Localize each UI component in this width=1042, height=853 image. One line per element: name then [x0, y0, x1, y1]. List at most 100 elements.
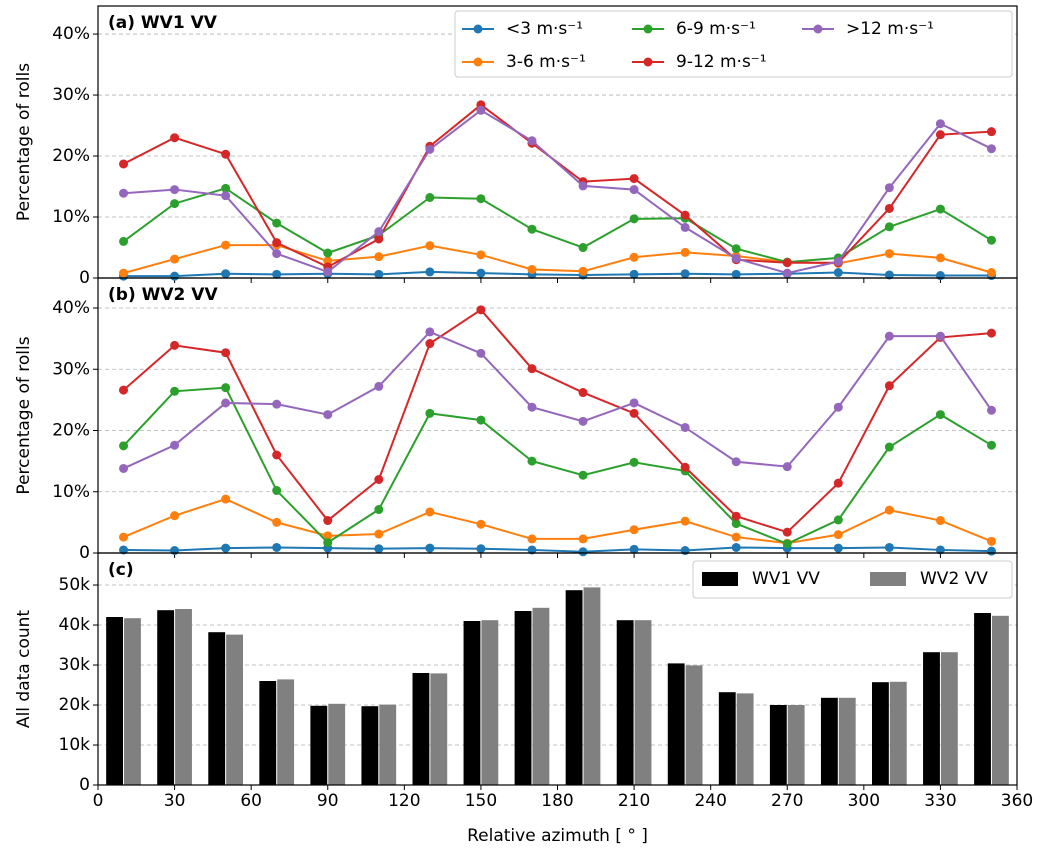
bar	[667, 663, 685, 785]
y-tick-label: 40%	[52, 24, 90, 44]
data-point	[782, 527, 792, 537]
data-point	[629, 174, 639, 184]
bar	[583, 587, 601, 785]
x-tick-label: 120	[388, 791, 420, 811]
data-point	[629, 185, 639, 195]
x-tick-label: 360	[1001, 791, 1033, 811]
data-point	[884, 183, 894, 193]
data-point	[170, 185, 180, 195]
data-point	[374, 529, 384, 539]
data-point	[221, 494, 231, 504]
legend-label: WV2 VV	[920, 569, 988, 589]
data-point	[119, 545, 129, 555]
data-point	[476, 305, 486, 315]
data-point	[374, 269, 384, 279]
data-point	[221, 240, 231, 250]
bar	[124, 618, 141, 785]
bar	[514, 611, 532, 785]
x-tick-label: 210	[618, 791, 650, 811]
data-point	[425, 339, 435, 349]
data-point	[221, 269, 231, 279]
bar	[685, 665, 703, 785]
data-point	[119, 236, 129, 246]
data-point	[986, 405, 996, 415]
legend-label: 6-9 m·s⁻¹	[676, 19, 756, 39]
bar	[361, 706, 379, 785]
panel-title: (b) WV2 VV	[108, 285, 218, 305]
data-point	[272, 218, 282, 228]
series-line	[123, 244, 992, 275]
data-point	[119, 268, 129, 278]
data-point	[119, 188, 129, 198]
bar	[974, 613, 991, 785]
x-axis-label: Relative azimuth [ ° ]	[467, 826, 648, 846]
data-point	[425, 543, 435, 553]
series-line	[123, 270, 992, 278]
bar	[277, 679, 295, 785]
data-point	[935, 204, 945, 214]
x-tick-label: 300	[848, 791, 880, 811]
data-point	[527, 456, 537, 466]
bar	[616, 620, 634, 785]
legend-label: 9-12 m·s⁻¹	[676, 52, 767, 72]
legend-label: 3-6 m·s⁻¹	[506, 52, 586, 72]
data-point	[680, 516, 690, 526]
data-point	[527, 364, 537, 374]
data-point	[578, 416, 588, 426]
bar	[736, 693, 754, 785]
y-tick-label: 0	[79, 268, 90, 288]
data-point	[986, 235, 996, 245]
data-point	[986, 536, 996, 546]
data-point	[323, 516, 333, 526]
legend-box	[692, 560, 1013, 599]
y-tick-label: 10%	[52, 482, 90, 502]
data-point	[119, 441, 129, 451]
data-point	[272, 249, 282, 259]
bar	[532, 607, 550, 785]
data-point	[833, 478, 843, 488]
x-tick-label: 60	[240, 791, 262, 811]
data-point	[323, 410, 333, 420]
data-point	[884, 203, 894, 213]
data-point	[170, 271, 180, 281]
x-tick-label: 30	[164, 791, 186, 811]
data-point	[629, 408, 639, 418]
data-point	[272, 238, 282, 248]
legend-marker	[473, 24, 483, 34]
legend-marker	[473, 57, 483, 67]
data-point	[833, 543, 843, 553]
data-point	[629, 252, 639, 262]
data-point	[119, 159, 129, 169]
data-point	[119, 385, 129, 395]
bar	[991, 615, 1009, 785]
legend-marker	[643, 57, 653, 67]
data-point	[170, 386, 180, 396]
data-point	[986, 127, 996, 137]
data-point	[629, 269, 639, 279]
y-tick-label: 10%	[52, 207, 90, 227]
data-point	[935, 545, 945, 555]
bar	[310, 705, 328, 785]
data-point	[782, 258, 792, 268]
data-point	[833, 402, 843, 412]
data-point	[170, 340, 180, 350]
data-point	[986, 328, 996, 338]
data-point	[935, 253, 945, 263]
data-point	[272, 269, 282, 279]
data-point	[221, 348, 231, 358]
data-point	[272, 542, 282, 552]
data-point	[221, 543, 231, 553]
data-point	[986, 268, 996, 278]
data-point	[578, 266, 588, 276]
data-point	[476, 415, 486, 425]
data-point	[527, 136, 537, 146]
data-point	[272, 486, 282, 496]
data-point	[476, 268, 486, 278]
data-point	[578, 534, 588, 544]
legend-patch	[702, 572, 738, 586]
data-point	[731, 519, 741, 529]
data-point	[884, 249, 894, 259]
y-tick-label: 10k	[59, 735, 91, 755]
axes-frame	[97, 552, 1018, 786]
data-point	[425, 327, 435, 337]
